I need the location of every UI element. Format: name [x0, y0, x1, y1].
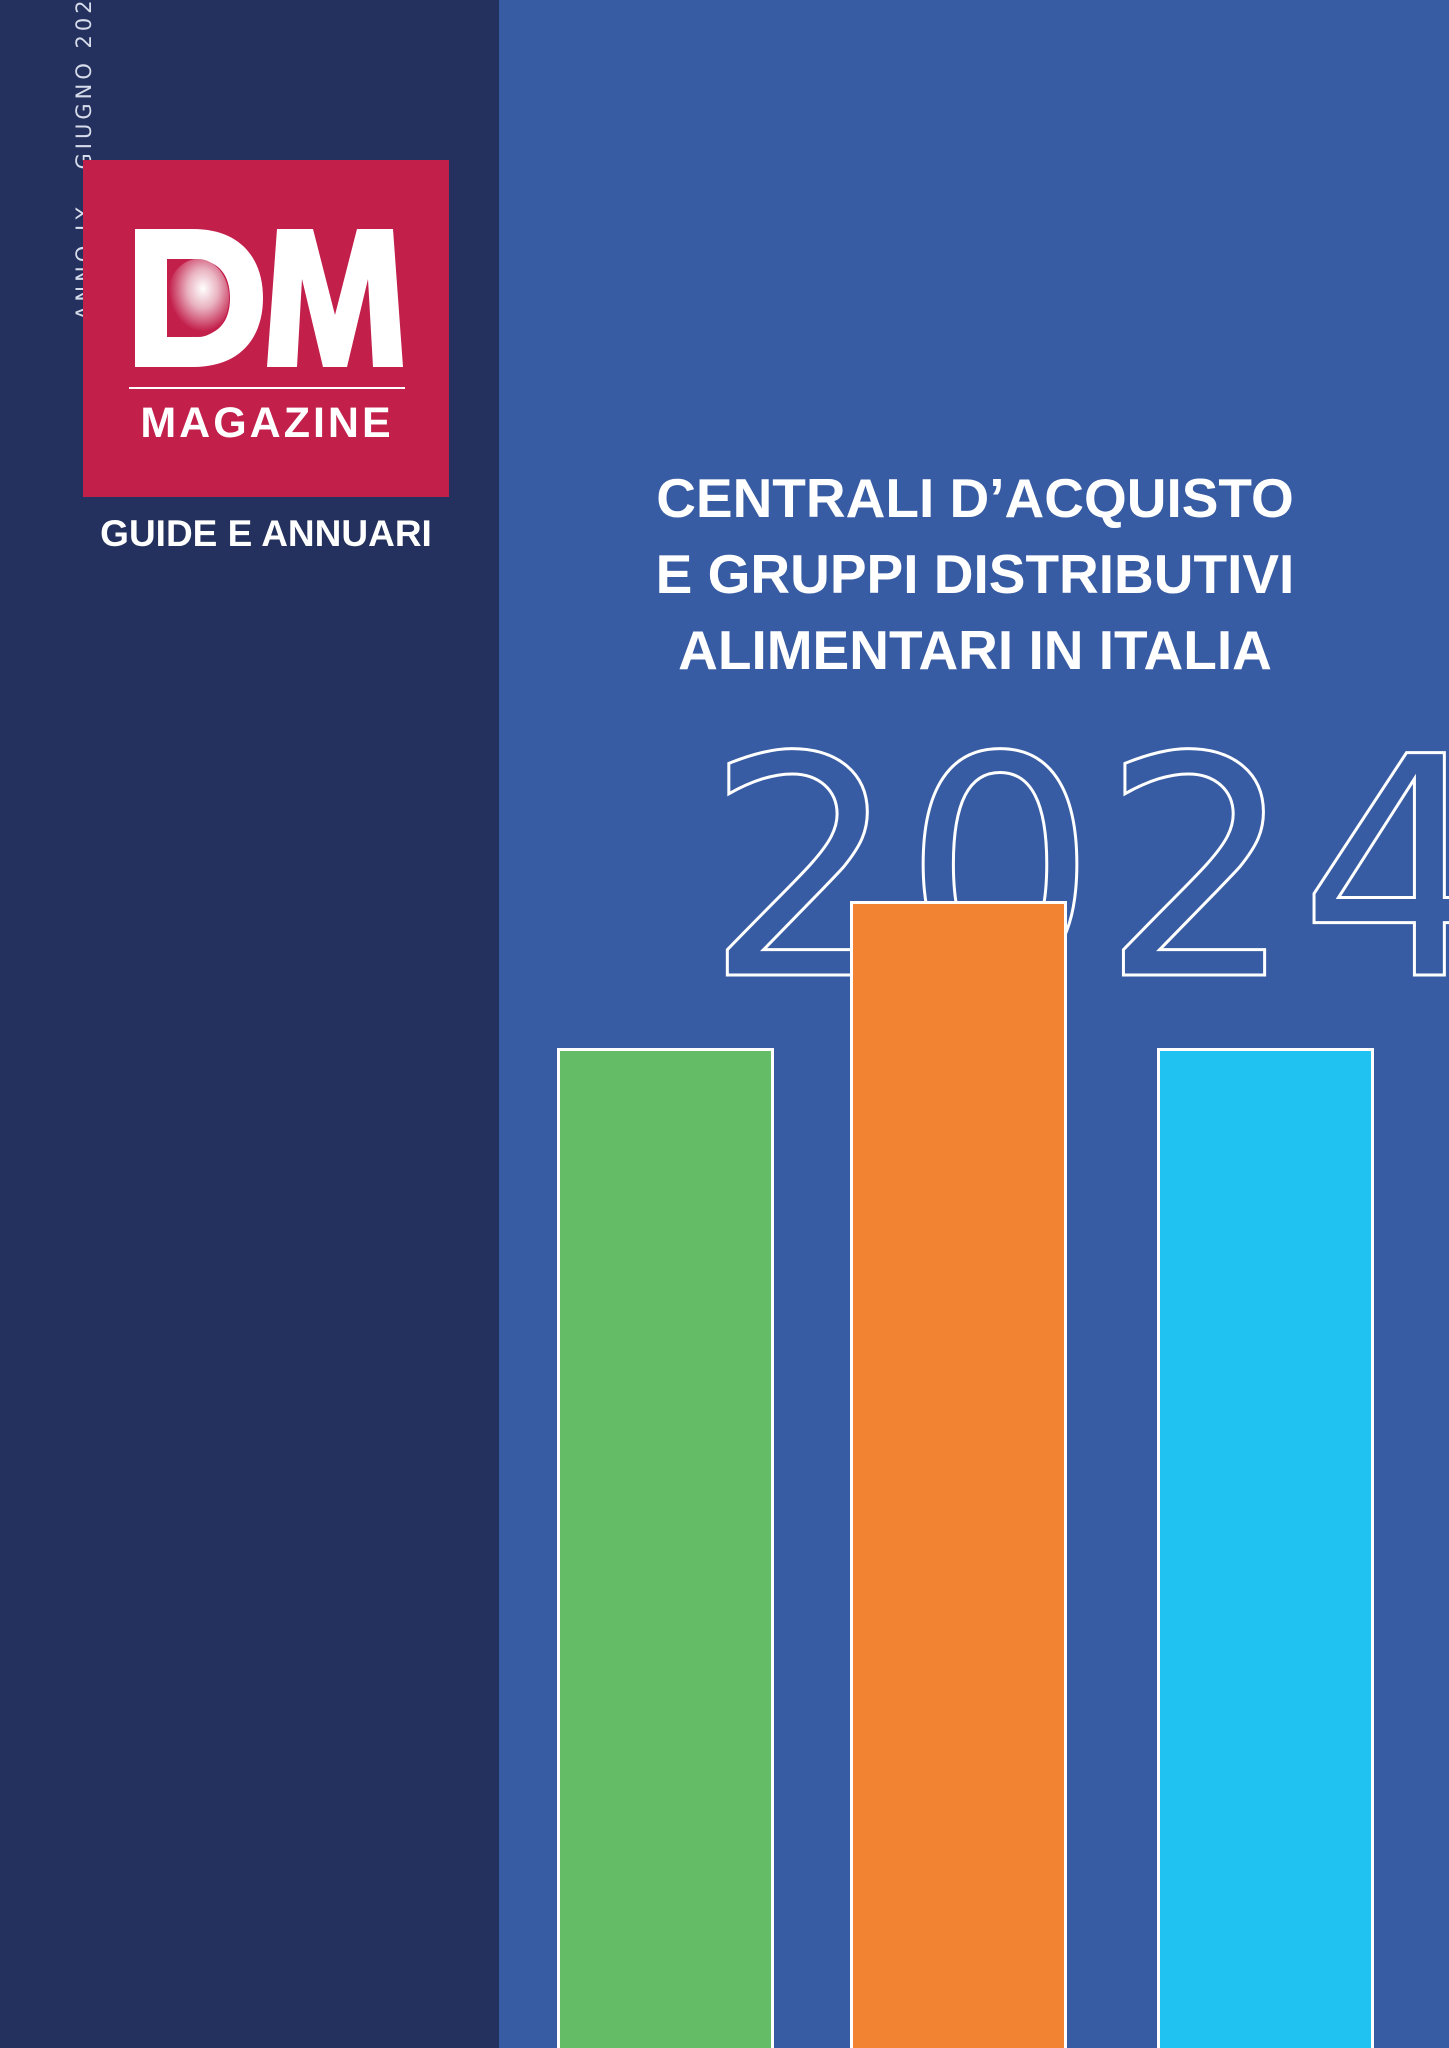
logo-divider	[129, 387, 405, 389]
cover-title-line: ALIMENTARI IN ITALIA	[678, 619, 1272, 681]
cover-title-line: E GRUPPI DISTRIBUTIVI	[655, 543, 1295, 605]
logo-magazine-text: MAGAZINE	[140, 399, 394, 447]
cover-title-line: CENTRALI D’ACQUISTO	[656, 467, 1294, 529]
series-label: GUIDE E ANNUARI	[100, 513, 432, 554]
cover-year: 2024	[704, 692, 1449, 1047]
cover-title: CENTRALI D’ACQUISTO E GRUPPI DISTRIBUTIV…	[560, 460, 1390, 688]
dm-magazine-logo: MAGAZINE	[83, 160, 449, 497]
dm-logo-mark	[135, 229, 403, 367]
